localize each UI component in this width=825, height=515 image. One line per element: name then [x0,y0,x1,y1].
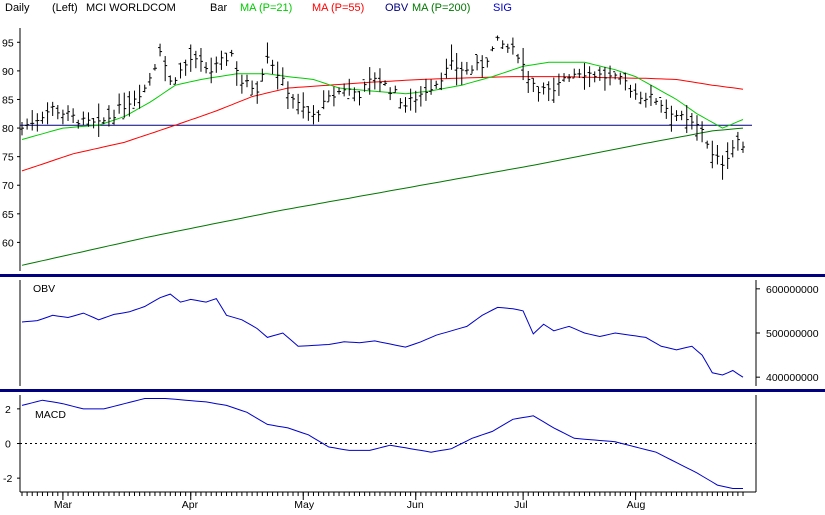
price-y-tick-label: 90 [2,66,14,78]
price-y-tick-label: 60 [2,237,14,249]
obv-y-ticks: 600000000 500000000 400000000 [756,284,819,384]
legend-sig: SIG [493,2,512,14]
price-y-tick-label: 70 [2,180,14,192]
price-y-tick-label: 95 [2,37,14,49]
ma55-line [21,76,744,172]
x-month-label: Jun [407,499,424,510]
x-axis-ticks: Mar Apr May Jun Jul Aug [21,492,744,511]
price-y-ticks: 95 90 85 80 75 70 65 60 [2,37,20,249]
legend-ma21: MA (P=21) [240,2,292,14]
chart-style-label: Bar [210,2,227,14]
separator-price-obv [0,274,825,277]
x-month-label: Jul [514,499,527,510]
macd-panel: MACD 2 0 -2 Mar Apr May Jun Jul Aug [3,395,757,511]
price-y-tick-label: 75 [2,152,14,164]
ma200-line [21,127,744,266]
chart-header: Daily (Left) MCI WORLDCOM Bar MA (P=21) … [5,2,512,14]
ma21-line [21,61,744,140]
obv-y-tick-label: 400000000 [766,372,819,384]
price-y-tick-label: 65 [2,209,14,221]
macd-y-tick-label: 0 [5,439,11,451]
obv-y-tick-label: 500000000 [766,328,819,340]
separator-obv-macd [0,389,825,392]
legend-ma200: MA (P=200) [412,2,470,14]
obv-y-tick-label: 600000000 [766,284,819,296]
scale-label: (Left) [52,2,78,14]
macd-y-tick-label: -2 [3,473,12,485]
obv-line [21,293,744,378]
x-month-label: May [294,499,315,510]
price-panel: 95 90 85 80 75 70 65 60 [2,28,752,271]
x-month-label: Aug [627,499,646,510]
legend-obv: OBV [385,2,409,14]
obv-panel: OBV 600000000 500000000 400000000 [19,280,819,386]
symbol-label: MCI WORLDCOM [86,2,176,14]
price-y-tick-label: 80 [2,123,14,135]
period-label: Daily [5,2,30,14]
macd-y-tick-label: 2 [5,404,11,416]
price-y-tick-label: 85 [2,94,14,106]
macd-line [21,398,743,489]
x-month-label: Apr [182,499,199,510]
price-bars [20,35,745,180]
x-month-label: Mar [54,499,73,510]
obv-title: OBV [33,283,55,295]
legend-ma55: MA (P=55) [312,2,364,14]
macd-title: MACD [35,409,66,421]
macd-y-ticks: 2 0 -2 [3,404,20,485]
